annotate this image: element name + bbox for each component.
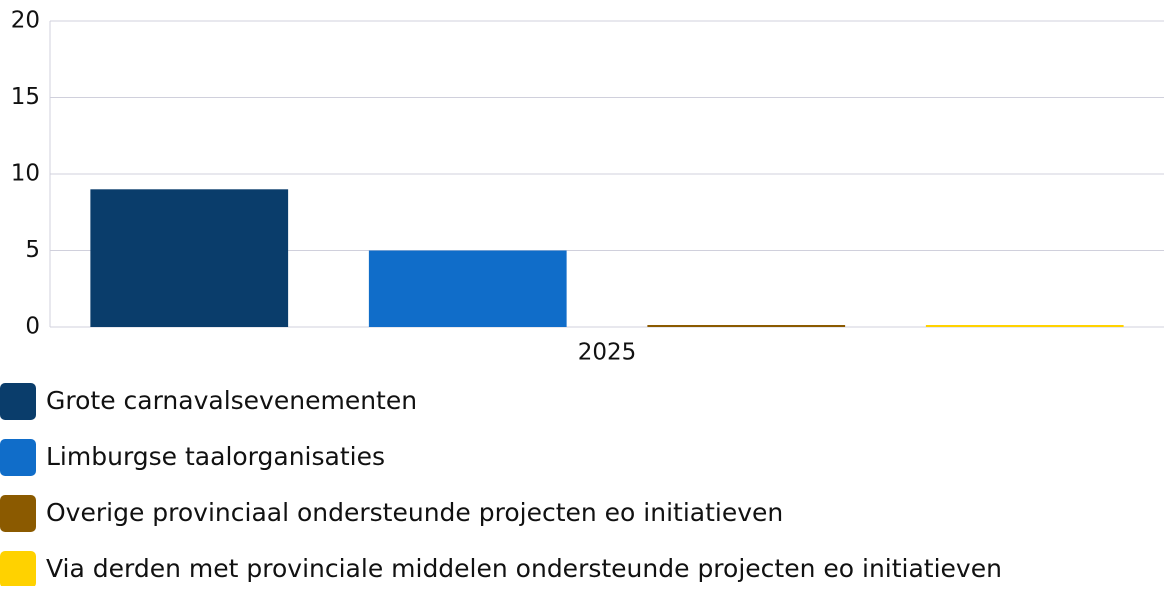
y-tick-label: 20 bbox=[11, 8, 40, 34]
y-tick-label: 5 bbox=[25, 237, 40, 263]
bar bbox=[368, 250, 567, 327]
legend-swatch bbox=[0, 383, 36, 420]
y-tick-label: 15 bbox=[11, 84, 40, 110]
bar bbox=[647, 325, 846, 327]
legend-label: Via derden met provinciale middelen onde… bbox=[46, 554, 1002, 583]
legend-label: Limburgse taalorganisaties bbox=[46, 442, 385, 471]
legend-swatch bbox=[0, 439, 36, 476]
x-tick-label: 2025 bbox=[578, 340, 637, 366]
bar bbox=[90, 189, 289, 327]
bar bbox=[925, 325, 1124, 327]
legend-label: Overige provinciaal ondersteunde project… bbox=[46, 498, 783, 527]
legend-swatch bbox=[0, 551, 36, 588]
legend-swatch bbox=[0, 495, 36, 532]
y-tick-label: 10 bbox=[11, 161, 40, 187]
legend-label: Grote carnavalsevenementen bbox=[46, 386, 417, 415]
y-tick-label: 0 bbox=[25, 314, 40, 340]
